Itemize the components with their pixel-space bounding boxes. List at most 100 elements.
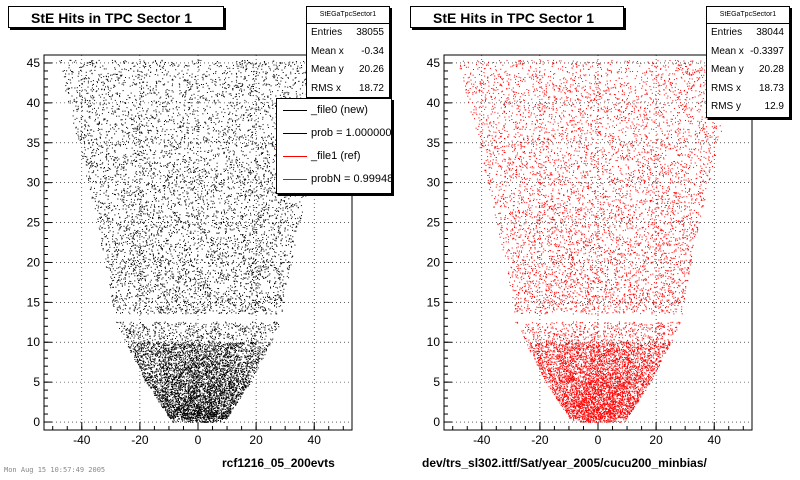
scatter-point [135, 327, 137, 329]
scatter-point [174, 212, 176, 214]
scatter-point [198, 84, 200, 86]
scatter-point [253, 207, 255, 208]
scatter-point [166, 109, 168, 111]
scatter-point [209, 392, 211, 393]
scatter-point [157, 274, 158, 276]
scatter-point [161, 199, 163, 201]
scatter-point [263, 233, 265, 235]
scatter-point [196, 311, 198, 313]
scatter-point [167, 139, 169, 141]
scatter-point [185, 279, 187, 280]
scatter-point [267, 280, 269, 282]
scatter-point [165, 105, 167, 107]
scatter-point [134, 280, 136, 282]
scatter-point [130, 117, 132, 119]
scatter-point [240, 371, 242, 373]
scatter-point [250, 140, 252, 142]
scatter-point [191, 334, 193, 336]
scatter-point [268, 143, 270, 145]
scatter-point [222, 91, 224, 92]
scatter-point [144, 174, 146, 176]
scatter-point [187, 400, 189, 402]
scatter-point [209, 352, 211, 354]
scatter-point [146, 202, 148, 204]
scatter-point [185, 281, 187, 283]
scatter-point [136, 214, 138, 216]
scatter-point [88, 178, 90, 180]
scatter-point [165, 343, 167, 344]
scatter-point [224, 279, 226, 281]
scatter-point [198, 122, 200, 124]
scatter-point [75, 133, 77, 135]
scatter-point [196, 218, 198, 220]
scatter-point [290, 238, 292, 240]
scatter-point [152, 290, 154, 292]
scatter-point [82, 78, 84, 80]
scatter-point [170, 339, 172, 341]
scatter-point [116, 242, 118, 244]
scatter-point [154, 162, 156, 164]
scatter-point [260, 324, 261, 326]
scatter-point [221, 218, 222, 220]
scatter-point [203, 402, 205, 404]
scatter-point [262, 148, 264, 150]
scatter-point [221, 148, 223, 150]
scatter-point [187, 241, 189, 243]
scatter-point [226, 66, 228, 68]
scatter-point [195, 307, 197, 309]
scatter-point [127, 183, 129, 185]
scatter-point [210, 382, 211, 384]
scatter-point [278, 65, 280, 67]
scatter-point [228, 208, 230, 210]
scatter-point [214, 257, 216, 258]
scatter-point [89, 105, 91, 107]
scatter-point [216, 217, 218, 219]
scatter-point [213, 196, 215, 198]
scatter-point [200, 232, 202, 234]
scatter-point [239, 211, 241, 213]
scatter-point [221, 354, 223, 356]
scatter-point [284, 220, 286, 222]
scatter-point [255, 276, 257, 277]
scatter-point [206, 192, 208, 194]
scatter-point [219, 354, 221, 356]
scatter-point [158, 215, 160, 217]
scatter-point [133, 130, 135, 132]
scatter-point [202, 228, 204, 230]
scatter-point [276, 271, 278, 273]
scatter-point [83, 63, 85, 65]
scatter-point [271, 100, 273, 102]
scatter-point [140, 104, 142, 106]
scatter-point [258, 107, 260, 109]
scatter-point [191, 395, 193, 397]
scatter-point [188, 327, 190, 329]
scatter-point [163, 322, 165, 324]
scatter-point [198, 278, 200, 280]
scatter-point [264, 308, 266, 310]
scatter-point [225, 257, 227, 259]
scatter-point [159, 383, 161, 385]
scatter-point [169, 234, 170, 236]
scatter-point [169, 350, 171, 352]
scatter-point [137, 230, 139, 231]
scatter-point [215, 387, 217, 389]
scatter-point [106, 221, 108, 223]
scatter-point [159, 311, 161, 313]
scatter-point [213, 364, 214, 365]
scatter-point [176, 174, 178, 175]
scatter-point [214, 360, 216, 362]
scatter-point [243, 114, 245, 116]
scatter-point [261, 248, 263, 250]
scatter-point [144, 246, 146, 247]
scatter-point [273, 160, 275, 162]
scatter-point [177, 202, 179, 204]
scatter-point [134, 308, 136, 310]
scatter-point [133, 310, 135, 312]
scatter-point [249, 234, 251, 235]
scatter-point [116, 239, 118, 241]
scatter-point [282, 209, 284, 211]
scatter-point [192, 271, 194, 272]
scatter-point [172, 145, 174, 147]
scatter-point [263, 265, 264, 267]
scatter-point [138, 288, 140, 290]
